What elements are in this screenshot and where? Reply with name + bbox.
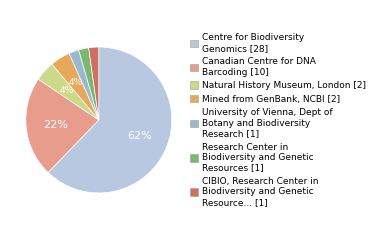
Text: 22%: 22% xyxy=(43,120,68,130)
Wedge shape xyxy=(79,48,99,120)
Wedge shape xyxy=(38,64,99,120)
Wedge shape xyxy=(52,53,99,120)
Wedge shape xyxy=(69,50,99,120)
Wedge shape xyxy=(89,47,99,120)
Text: 4%: 4% xyxy=(59,86,73,95)
Legend: Centre for Biodiversity
Genomics [28], Canadian Centre for DNA
Barcoding [10], N: Centre for Biodiversity Genomics [28], C… xyxy=(190,33,366,207)
Text: 62%: 62% xyxy=(127,131,152,141)
Wedge shape xyxy=(48,47,172,193)
Text: 4%: 4% xyxy=(68,78,83,87)
Wedge shape xyxy=(26,79,99,173)
